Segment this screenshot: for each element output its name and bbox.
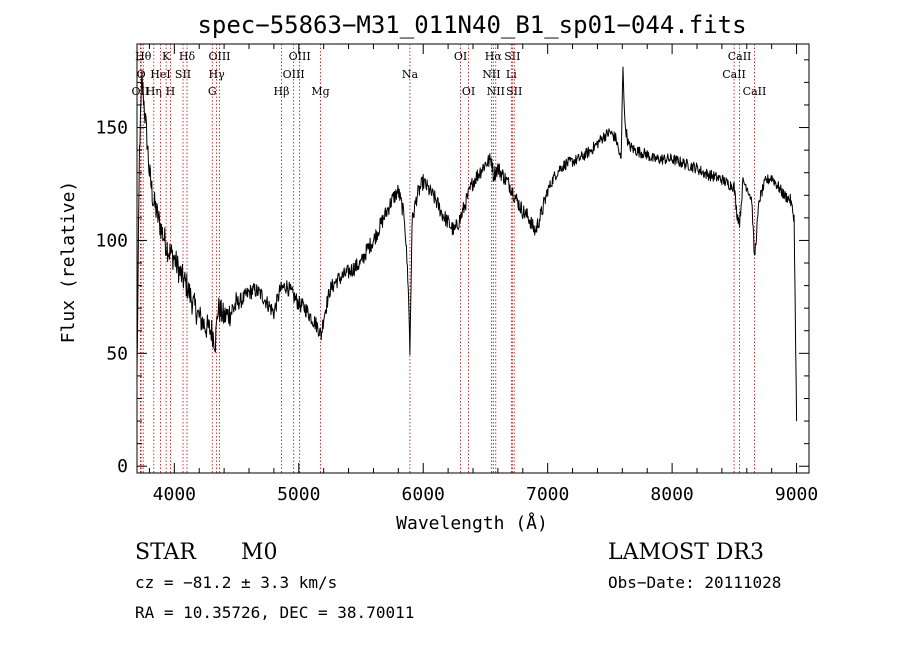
y-tick-label: 0 xyxy=(117,456,128,477)
x-tick-label: 6000 xyxy=(402,484,445,505)
x-tick-label: 9000 xyxy=(775,484,818,505)
line-marker-label: SII xyxy=(506,85,522,98)
x-tick-label: 7000 xyxy=(526,484,569,505)
x-tick-label: 8000 xyxy=(650,484,693,505)
line-marker-label: OI xyxy=(454,50,467,63)
line-marker-label: SII xyxy=(504,50,520,63)
line-marker-label: CaII xyxy=(722,68,746,81)
line-marker-label: Mg xyxy=(311,85,329,98)
line-marker-label: NII xyxy=(482,68,500,81)
line-marker-label: OII xyxy=(132,85,150,98)
line-marker-label: O xyxy=(137,68,146,81)
survey-name: LAMOST DR3 xyxy=(608,540,764,565)
x-axis-label: Wavelength (Å) xyxy=(396,512,548,534)
line-marker-label: Li xyxy=(506,68,517,81)
coordinates-text: RA = 10.35726, DEC = 38.70011 xyxy=(135,603,415,622)
line-marker-label: OIII xyxy=(289,50,311,63)
line-marker-label: Hη xyxy=(146,85,162,98)
line-marker-label: HeI xyxy=(150,68,170,81)
line-marker-label: Hγ xyxy=(209,68,226,81)
chart-title: spec−55863−M31_011N40_B1_sp01−044.fits xyxy=(197,11,746,39)
y-axis-label: Flux (relative) xyxy=(58,181,79,344)
line-marker-label: K xyxy=(162,50,171,63)
x-tick-label: 4000 xyxy=(153,484,196,505)
spectrum-series xyxy=(136,66,798,422)
line-marker-label: OI xyxy=(462,85,475,98)
line-marker-label: H xyxy=(166,85,176,98)
line-marker-label: Hδ xyxy=(179,50,196,63)
line-marker-label: NII xyxy=(487,85,505,98)
plot-frame xyxy=(136,43,810,474)
line-marker-label: Hα xyxy=(485,50,503,63)
y-tick-label: 50 xyxy=(106,343,128,364)
y-tick-label: 150 xyxy=(95,118,128,139)
line-marker-label: Na xyxy=(402,68,419,81)
obs-date-text: Obs−Date: 20111028 xyxy=(608,573,782,592)
redshift-text: cz = −81.2 ± 3.3 km/s xyxy=(135,573,338,592)
spectrum-line xyxy=(136,66,798,422)
x-tick-label: 5000 xyxy=(277,484,320,505)
line-marker-label: OIII xyxy=(283,68,305,81)
line-markers: OII O Hθ Hη HeI K H SII Hδ G Hγ OIII Hβ OIII OIII Mg Na O… xyxy=(132,44,767,473)
line-marker-label: Hθ xyxy=(135,50,152,63)
object-class: STAR xyxy=(135,540,196,565)
line-marker-label: SII xyxy=(175,68,191,81)
line-marker-label: G xyxy=(208,85,217,98)
line-marker-label: CaII xyxy=(743,85,767,98)
y-tick-label: 100 xyxy=(95,230,128,251)
line-marker-label: Hβ xyxy=(274,85,290,98)
line-marker-label: CaII xyxy=(728,50,752,63)
line-marker-label: OIII xyxy=(208,50,230,63)
axis-ticks: 4000 5000 6000 7000 8000 9000 0 50 100 150 xyxy=(95,44,818,505)
object-subclass: M0 xyxy=(241,540,278,565)
